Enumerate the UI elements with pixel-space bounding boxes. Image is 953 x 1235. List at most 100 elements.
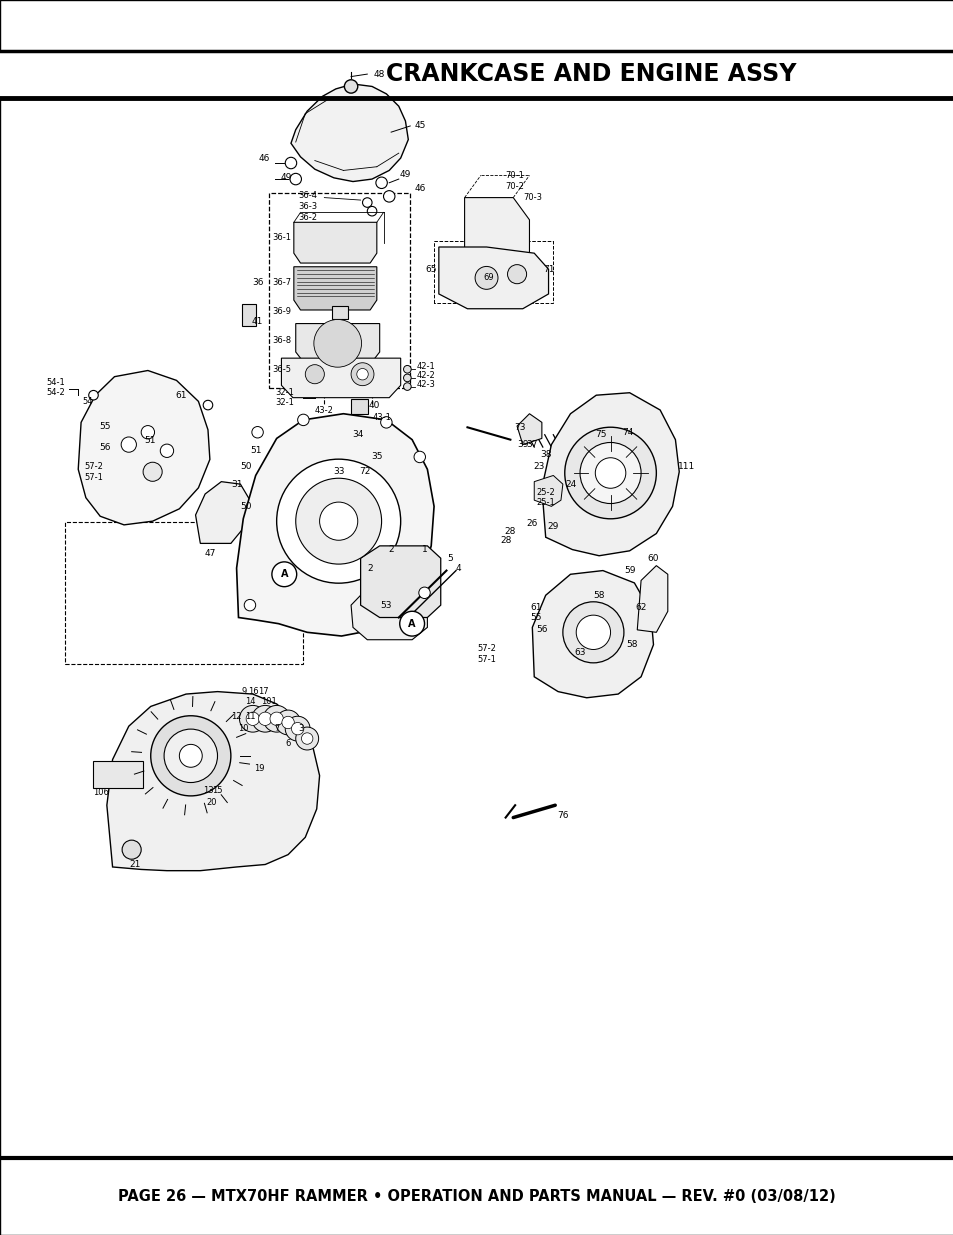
- Text: 61: 61: [175, 390, 187, 400]
- Circle shape: [367, 206, 376, 216]
- Circle shape: [282, 716, 294, 729]
- Polygon shape: [332, 306, 348, 319]
- Text: 62: 62: [635, 603, 646, 613]
- Circle shape: [344, 80, 357, 93]
- Circle shape: [252, 705, 278, 732]
- Text: 49: 49: [280, 173, 292, 183]
- Polygon shape: [534, 475, 562, 506]
- Circle shape: [595, 458, 625, 488]
- Text: 43-1: 43-1: [372, 412, 391, 422]
- Polygon shape: [438, 247, 548, 309]
- Circle shape: [297, 414, 309, 426]
- Circle shape: [143, 462, 162, 482]
- Circle shape: [244, 599, 255, 611]
- Text: 54-1: 54-1: [46, 378, 65, 388]
- Circle shape: [272, 562, 296, 587]
- Text: 42-3: 42-3: [416, 379, 436, 389]
- Circle shape: [383, 190, 395, 203]
- Circle shape: [403, 366, 411, 373]
- Text: 5: 5: [447, 553, 453, 563]
- Text: 48: 48: [374, 69, 385, 79]
- Text: 106: 106: [93, 788, 110, 798]
- Text: 36-5: 36-5: [272, 364, 291, 374]
- Text: 36-9: 36-9: [272, 306, 291, 316]
- Circle shape: [151, 716, 231, 795]
- Polygon shape: [464, 198, 529, 263]
- Text: 69: 69: [482, 273, 494, 283]
- Circle shape: [252, 426, 263, 438]
- Polygon shape: [294, 222, 376, 263]
- Text: 2: 2: [367, 563, 373, 573]
- Circle shape: [305, 364, 324, 384]
- Text: 55: 55: [99, 421, 111, 431]
- Text: A: A: [280, 569, 288, 579]
- Bar: [65, 522, 303, 664]
- Text: 70-2: 70-2: [505, 182, 524, 191]
- Text: 53: 53: [380, 600, 392, 610]
- Text: 59: 59: [623, 566, 635, 576]
- Text: 73: 73: [514, 422, 525, 432]
- Bar: [351, 399, 368, 414]
- Text: 26: 26: [526, 519, 537, 529]
- Text: 56: 56: [536, 625, 547, 635]
- Text: 9: 9: [241, 687, 247, 697]
- Text: 57-2: 57-2: [476, 643, 496, 653]
- Polygon shape: [195, 482, 250, 543]
- Polygon shape: [517, 414, 541, 445]
- Text: 6: 6: [285, 739, 291, 748]
- Circle shape: [121, 437, 136, 452]
- Text: 46: 46: [258, 153, 270, 163]
- Circle shape: [418, 587, 430, 599]
- Bar: [0, 52, 953, 98]
- Circle shape: [246, 713, 259, 725]
- Circle shape: [301, 732, 313, 745]
- Circle shape: [291, 722, 303, 735]
- Text: 34: 34: [352, 430, 363, 440]
- Text: 50: 50: [240, 462, 252, 472]
- Text: 74: 74: [621, 427, 633, 437]
- Circle shape: [356, 368, 368, 380]
- Polygon shape: [351, 593, 427, 640]
- Circle shape: [319, 503, 357, 540]
- Text: 36-2: 36-2: [298, 212, 317, 222]
- Circle shape: [314, 320, 361, 367]
- Circle shape: [562, 601, 623, 663]
- Polygon shape: [637, 566, 667, 632]
- Text: 10: 10: [237, 724, 249, 734]
- Text: PAGE 26 — MTX70HF RAMMER • OPERATION AND PARTS MANUAL — REV. #0 (03/08/12): PAGE 26 — MTX70HF RAMMER • OPERATION AND…: [118, 1189, 835, 1204]
- Circle shape: [203, 400, 213, 410]
- Text: 37: 37: [526, 440, 537, 450]
- Text: 23: 23: [533, 462, 544, 472]
- Text: 36: 36: [252, 278, 263, 288]
- Circle shape: [362, 198, 372, 207]
- Text: 39: 39: [517, 440, 528, 450]
- Text: 63: 63: [574, 647, 585, 657]
- Text: 15: 15: [212, 785, 223, 795]
- Text: A: A: [408, 619, 416, 629]
- Text: 36-7: 36-7: [272, 278, 291, 288]
- Text: 13: 13: [202, 785, 213, 795]
- Circle shape: [295, 478, 381, 564]
- Polygon shape: [532, 571, 653, 698]
- Bar: [93, 761, 143, 788]
- Text: 65: 65: [425, 264, 436, 274]
- Text: 51: 51: [144, 436, 155, 446]
- Text: 35: 35: [371, 452, 382, 462]
- Circle shape: [564, 427, 656, 519]
- Text: 45: 45: [414, 121, 425, 131]
- Text: 58: 58: [625, 640, 637, 650]
- Text: 111: 111: [678, 462, 695, 472]
- Circle shape: [164, 729, 217, 783]
- Text: 42-2: 42-2: [416, 370, 436, 380]
- Text: 101: 101: [261, 697, 276, 706]
- Text: 11: 11: [244, 711, 255, 721]
- Circle shape: [414, 451, 425, 463]
- Text: 16: 16: [248, 687, 259, 697]
- Text: 58: 58: [593, 590, 604, 600]
- Text: 24: 24: [564, 479, 576, 489]
- Text: 72: 72: [358, 467, 370, 477]
- Text: 17: 17: [257, 687, 269, 697]
- Polygon shape: [294, 267, 376, 310]
- Text: 4: 4: [455, 563, 460, 573]
- Text: 46: 46: [414, 184, 425, 194]
